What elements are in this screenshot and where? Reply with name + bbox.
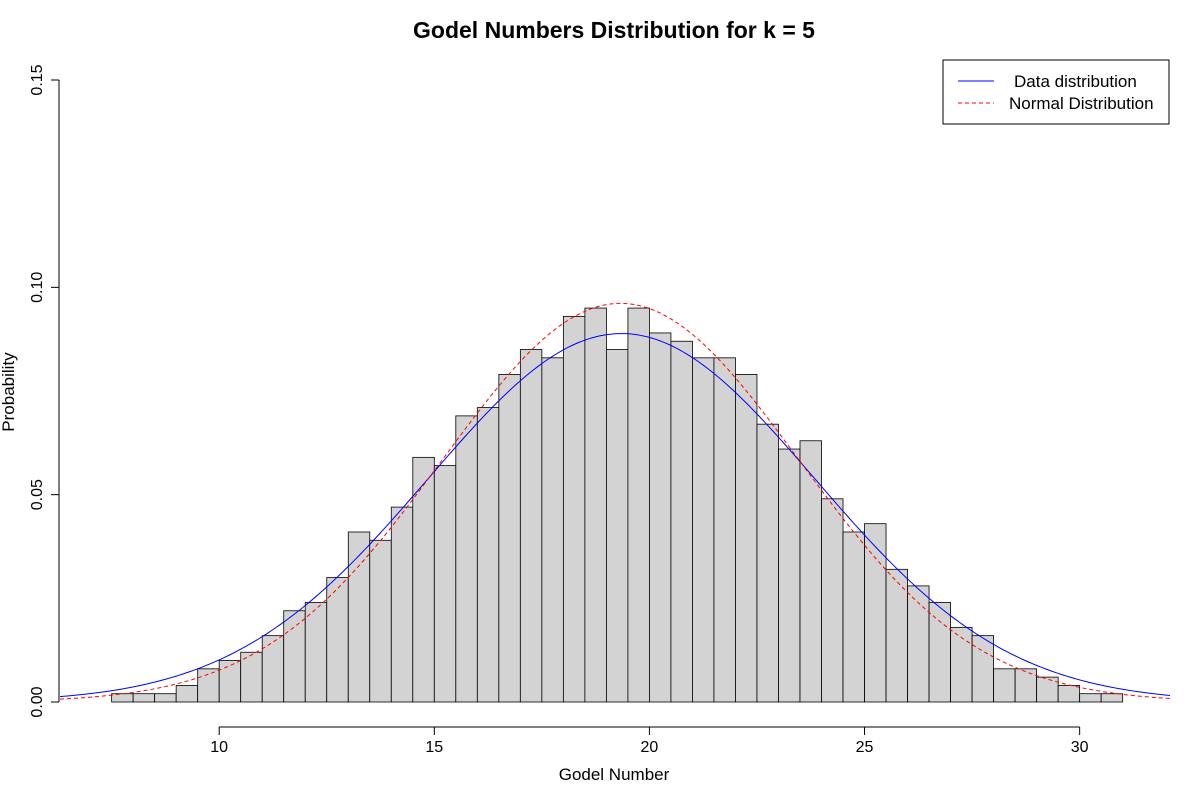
histogram-bar	[692, 357, 715, 703]
x-axis-title: Godel Number	[559, 765, 670, 784]
histogram-bar	[1036, 676, 1059, 703]
histogram-bar	[1014, 668, 1038, 703]
histogram-bar	[756, 423, 779, 703]
histogram-bar	[605, 349, 629, 703]
histogram-bar	[240, 651, 263, 703]
y-tick-label: 0.15	[29, 64, 46, 95]
histogram-bar	[821, 498, 844, 703]
histogram-bar	[455, 415, 478, 703]
histogram-bar	[971, 635, 995, 703]
y-axis: 0.00 0.05 0.10 0.15	[29, 64, 60, 718]
y-axis-title: Probability	[0, 352, 18, 432]
x-axis: 10 15 20 25 30	[210, 726, 1089, 756]
histogram-bar	[864, 523, 887, 703]
legend-label-data-distribution: Data distribution	[1014, 72, 1137, 91]
histogram-bar	[928, 602, 951, 703]
histogram-bar	[584, 307, 607, 703]
histogram-bar	[476, 407, 500, 703]
histogram-bar	[649, 332, 672, 703]
histogram-bar	[1100, 693, 1124, 703]
x-tick-label: 10	[210, 739, 228, 756]
histogram-bar	[369, 539, 392, 703]
histogram-bar	[1079, 693, 1102, 703]
histogram-bar	[390, 506, 414, 703]
chart-title: Godel Numbers Distribution for k = 5	[413, 17, 815, 43]
histogram-bar	[799, 440, 822, 703]
histogram-bar	[261, 635, 285, 703]
histogram-bar	[498, 374, 521, 703]
histogram-bar	[713, 357, 736, 703]
x-tick-label: 15	[425, 739, 443, 756]
histogram-bar	[519, 349, 543, 703]
density-curves	[59, 302, 1171, 700]
histogram-bar	[175, 685, 199, 703]
legend-box	[942, 59, 1170, 125]
histogram-bar	[154, 693, 177, 703]
histogram-bar	[670, 340, 693, 703]
histogram-bar	[132, 693, 156, 703]
histogram-bar	[412, 456, 435, 703]
x-tick-label: 30	[1071, 739, 1089, 756]
histogram-bar	[304, 602, 328, 703]
y-tick-label: 0.00	[29, 686, 46, 717]
histogram-bar	[950, 626, 973, 703]
y-tick-label: 0.10	[29, 272, 46, 303]
histogram-bar	[778, 448, 801, 703]
histogram-bar	[1057, 685, 1081, 703]
x-tick-label: 25	[856, 739, 874, 756]
histogram-bar	[735, 374, 758, 703]
histogram-bar	[627, 307, 650, 703]
legend-label-normal-distribution: Normal Distribution	[1009, 94, 1154, 113]
normal-distribution-curve	[59, 302, 1171, 700]
data-distribution-curve	[59, 333, 1171, 698]
histogram-bar	[541, 357, 564, 703]
histogram-bar	[433, 465, 457, 703]
histogram-bar	[993, 668, 1016, 703]
histogram-bar	[842, 531, 865, 703]
histogram-bar	[218, 660, 242, 703]
histogram-bar	[347, 531, 371, 703]
histogram-bar	[197, 668, 220, 703]
histogram-bar	[562, 315, 586, 703]
histogram-bar	[111, 693, 134, 703]
x-tick-label: 20	[641, 739, 659, 756]
histogram-bars	[111, 307, 1124, 703]
y-tick-label: 0.05	[29, 479, 46, 510]
histogram-bar	[283, 610, 306, 703]
legend: Data distribution Normal Distribution	[942, 59, 1170, 125]
